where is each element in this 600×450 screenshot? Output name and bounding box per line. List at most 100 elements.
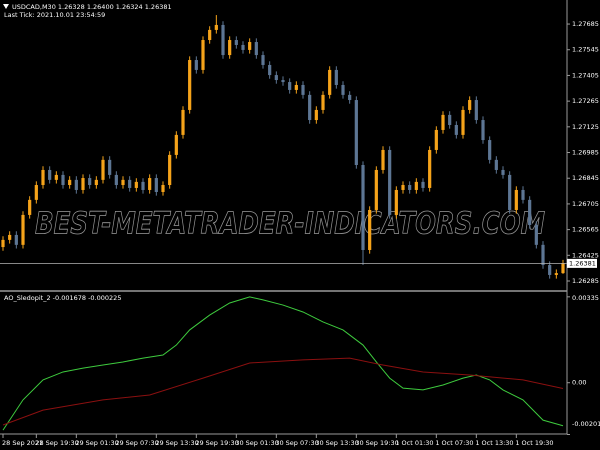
candle-body [414,181,418,190]
candle-body [108,159,112,175]
candle-body [488,140,492,160]
x-tick-label: 28 Sep 19:30 [35,439,78,447]
candle-body [81,178,85,190]
candle-body [341,84,345,95]
x-tick-label: 30 Sep 13:30 [315,439,358,447]
candle-body [554,273,558,275]
candle-body [41,169,45,186]
candle-body [194,60,198,70]
candle-body [334,69,338,85]
candle-body [501,169,505,175]
candle-body [114,174,118,186]
y-tick-label: 1.26565 [572,226,599,234]
candle-body [321,94,325,110]
current-price-box [567,258,597,268]
candle-body [481,120,485,141]
x-tick-label: 29 Sep 07:30 [115,439,158,447]
y-tick-label: 1.26845 [572,174,599,182]
candle-body [361,165,365,250]
candle-body [374,169,378,210]
candle-body [48,169,52,180]
x-tick-label: 30 Sep 07:30 [275,439,318,447]
candle-body [274,75,278,81]
candle-body [121,179,125,186]
candle-body [228,40,232,56]
candle-body [261,55,265,65]
candle-body [208,29,212,41]
menu-triangle[interactable] [3,4,9,9]
candle-body [34,185,38,200]
x-tick-label: 30 Sep 19:30 [355,439,398,447]
candle-body [101,159,105,180]
current-price-label: 1.26381 [569,259,596,267]
candle-body [561,263,565,274]
candle-body [161,185,165,192]
candle-body [234,40,238,45]
candle-body [468,100,472,110]
candle-body [401,185,405,190]
candle-body [74,179,78,190]
candle-body [14,234,18,245]
candle-body [268,64,272,76]
candle-body [254,42,258,56]
candle-body [141,181,145,190]
candle-body [328,69,332,95]
candle-body [508,174,512,210]
x-tick-label: 1 Oct 13:30 [475,439,513,447]
candle-body [394,189,398,215]
y-tick-label: 1.27405 [572,71,599,79]
y-tick-label: 1.26985 [572,149,599,157]
y-tick-label: 1.27545 [572,46,599,54]
candle-body [148,178,152,190]
x-tick-label: 29 Sep 01:30 [75,439,118,447]
candle-body [181,109,185,135]
y-tick-label: 1.26425 [572,251,599,259]
candle-body [188,60,192,110]
candle-body [388,149,392,215]
candle-body [21,214,25,245]
candle-body [128,179,132,188]
candle-body [461,109,465,135]
candle-body [548,265,552,275]
indicator-line [2,357,564,426]
y-tick-label: 1.27265 [572,97,599,105]
candle-body [248,42,252,50]
candle-body [434,129,438,150]
candle-body [441,114,445,130]
candle-body [281,80,285,83]
x-tick-label: 28 Sep 2021 [2,439,43,447]
candle-body [354,100,358,166]
candle-body [368,209,372,250]
candle-body [514,189,518,210]
candle-body [454,124,458,135]
candle-body [408,185,412,190]
candle-body [61,174,65,186]
candle-body [314,109,318,121]
y-tick-label: 1.27125 [572,123,599,131]
y-tick-label: 1.27685 [572,20,599,28]
candle-body [94,179,98,186]
candle-body [288,82,292,90]
candle-body [168,154,172,186]
candle-body [241,44,245,50]
candle-body [348,94,352,101]
candle-body [381,149,385,170]
candle-body [528,199,532,226]
candle-body [474,100,478,121]
candle-body [494,159,498,170]
candle-body [134,181,138,188]
candle-body [308,94,312,121]
candle-body [541,244,545,266]
last-tick: Last Tick: 2021.10.01 23:54:59 [4,11,105,19]
indicator-title: AO_Sledopit_2 -0.001678 -0.000225 [4,294,121,302]
candle-body [534,225,538,245]
candle-body [421,181,425,188]
x-tick-label: 1 Oct 01:30 [395,439,433,447]
candle-body [428,149,432,188]
x-tick-label: 29 Sep 13:30 [155,439,198,447]
candle-body [521,189,525,200]
x-tick-label: 1 Oct 19:30 [515,439,553,447]
